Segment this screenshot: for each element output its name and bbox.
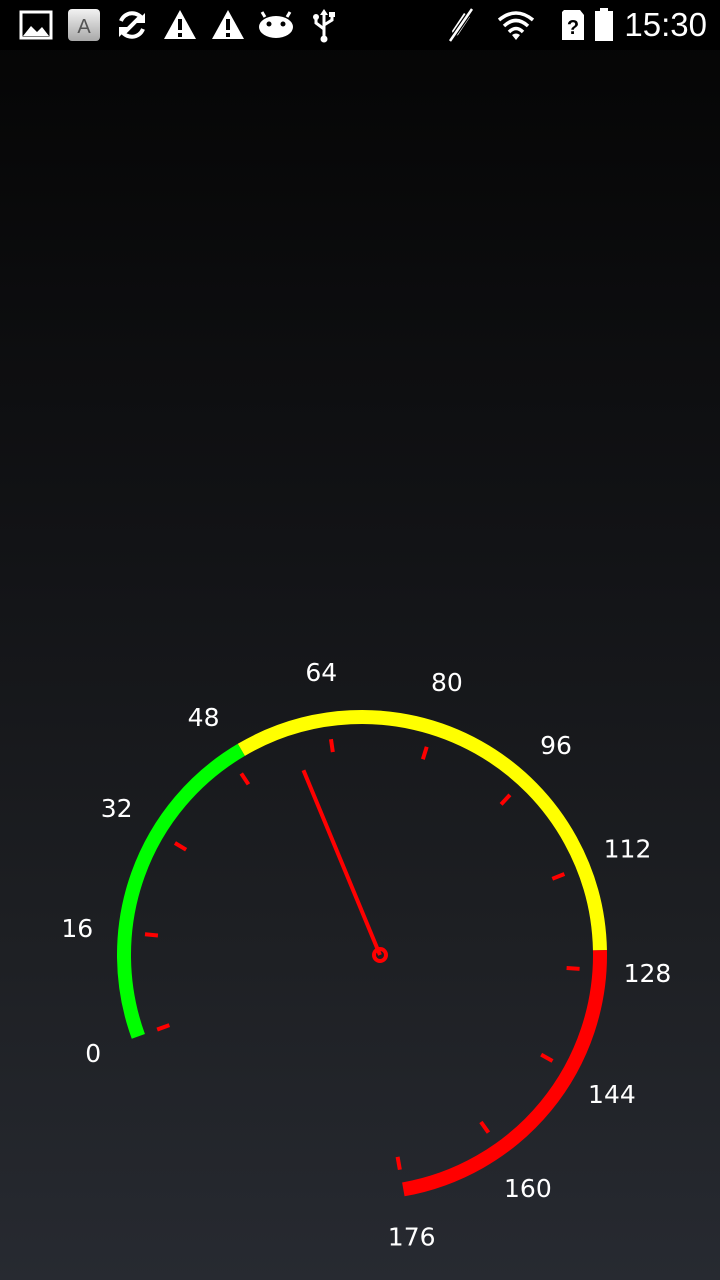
sync-icon <box>119 11 145 39</box>
gauge-tick <box>239 772 251 786</box>
gauge-needle-hub <box>372 947 388 963</box>
gauge-label: 32 <box>101 794 133 823</box>
no-sim-icon: ? <box>562 10 584 40</box>
gauge-label: 48 <box>188 703 220 732</box>
gauge-label: 112 <box>604 835 652 864</box>
gauge-tick <box>144 932 159 938</box>
keyboard-a-icon: A <box>68 9 100 41</box>
android-icon <box>259 11 293 38</box>
gauge-range-arc-2 <box>402 950 607 1197</box>
gauge-label: 144 <box>588 1080 636 1109</box>
gauge-label: 80 <box>431 668 463 697</box>
gauge-tick <box>479 1120 491 1134</box>
gauge-tick <box>395 1156 402 1171</box>
gauge-tick <box>540 1052 554 1063</box>
gauge-tick <box>328 738 335 753</box>
status-time: 15:30 <box>624 6 707 43</box>
image-icon <box>19 10 53 40</box>
warning-icon <box>212 10 244 39</box>
gauge-label: 128 <box>624 959 672 988</box>
gauge-label: 96 <box>540 731 572 760</box>
gauge-label: 64 <box>305 658 337 687</box>
gauge-tick <box>551 872 566 881</box>
warning-icon <box>164 10 196 39</box>
status-bar: A <box>0 0 720 50</box>
gauge-label: 16 <box>61 914 93 943</box>
gauge-needle <box>301 769 382 956</box>
gauge-label: 176 <box>388 1223 436 1252</box>
gauge-range-arc-1 <box>237 710 607 951</box>
gauge-tick <box>566 966 580 971</box>
gauge-label: 0 <box>85 1039 101 1068</box>
gauge-tick <box>499 793 512 806</box>
gauge-label: 160 <box>504 1174 552 1203</box>
gauge-tick <box>420 746 429 760</box>
gauge-range-arc-0 <box>117 743 245 1039</box>
wifi-icon <box>498 11 534 40</box>
keyboard-a-letter: A <box>77 16 91 38</box>
svg-text:?: ? <box>567 17 579 39</box>
gauge-tick <box>156 1023 171 1032</box>
usb-icon <box>313 9 335 43</box>
vibrate-off-icon <box>447 7 475 43</box>
battery-icon <box>595 8 613 41</box>
gauge-tick <box>173 841 188 852</box>
